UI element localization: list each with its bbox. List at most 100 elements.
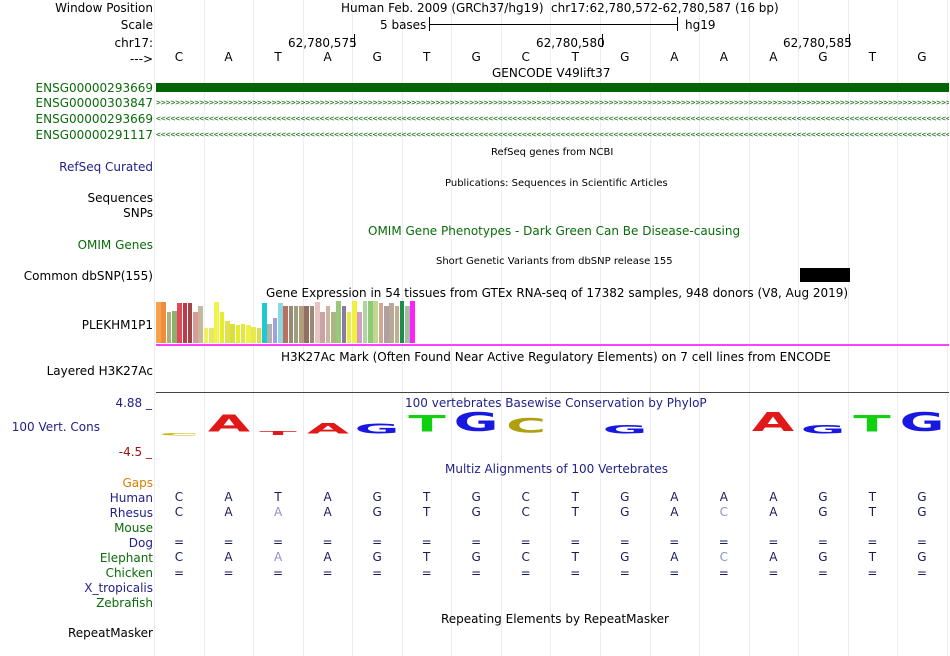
gtex-bar[interactable] (161, 302, 166, 343)
gtex-bar[interactable] (256, 328, 262, 343)
alignment-base: = (273, 566, 284, 580)
dbsnp-variant-block[interactable] (800, 268, 850, 282)
gtex-bar[interactable] (325, 306, 331, 343)
gtex-bar[interactable] (214, 302, 219, 343)
gaps-label[interactable]: Gaps (122, 476, 153, 490)
alignment-base: T (868, 505, 877, 519)
gtex-bar[interactable] (209, 328, 214, 343)
gtex-bar[interactable] (399, 301, 405, 343)
species-xtropicalis-label[interactable]: X_tropicalis (84, 581, 153, 595)
gtex-bar[interactable] (293, 306, 299, 343)
gtex-bar[interactable] (177, 303, 182, 343)
cons-label[interactable]: 100 Vert. Cons (11, 420, 100, 434)
alignment-base: A (224, 505, 233, 519)
gtex-bar[interactable] (193, 312, 198, 343)
gtex-bar[interactable] (262, 303, 267, 343)
refseq-label[interactable]: RefSeq Curated (59, 160, 153, 174)
sequence-base: G (818, 50, 828, 64)
gtex-bar[interactable] (251, 327, 257, 343)
alignment-base: G (471, 505, 481, 519)
gtex-bar[interactable] (330, 312, 336, 343)
repeatmasker-label[interactable]: RepeatMasker (67, 626, 153, 640)
alignment-base: T (868, 550, 877, 564)
species-zebrafish-label[interactable]: Zebrafish (96, 596, 153, 610)
gtex-bar[interactable] (299, 306, 304, 343)
gene-strand-reverse[interactable]: <<<<<<<<<<<<<<<<<<<<<<<<<<<<<<<<<<<<<<<<… (156, 131, 949, 138)
gtex-bar[interactable] (394, 306, 400, 343)
sequence-base: A (323, 50, 332, 64)
gtex-bar[interactable] (235, 325, 241, 343)
gtex-bar[interactable] (203, 328, 209, 343)
gtex-bar[interactable] (320, 312, 325, 343)
gtex-bar[interactable] (224, 321, 230, 343)
gtex-bar[interactable] (362, 301, 368, 343)
phylop-letter: A (306, 420, 349, 438)
species-elephant-label[interactable]: Elephant (99, 551, 153, 565)
alignment-base: A (769, 505, 778, 519)
gtex-bar[interactable] (368, 301, 373, 343)
phylop-letter: T (408, 412, 446, 438)
gtex-bar[interactable] (357, 312, 363, 343)
gtex-bar[interactable] (219, 312, 225, 343)
sequences-label[interactable]: Sequences (87, 191, 153, 205)
plekhm1p1-label[interactable]: PLEKHM1P1 (81, 318, 153, 332)
gtex-bar[interactable] (182, 303, 188, 343)
gtex-bar[interactable] (373, 301, 378, 343)
snps-label[interactable]: SNPs (123, 206, 153, 220)
gtex-bar[interactable] (336, 301, 341, 343)
phylop-letter: C (158, 432, 200, 437)
gtex-bar[interactable] (383, 306, 389, 343)
gene-label-3[interactable]: ENSG00000293669 (35, 112, 153, 126)
gtex-bar[interactable] (346, 312, 352, 343)
gtex-bar[interactable] (277, 303, 283, 343)
gtex-bar[interactable] (240, 324, 246, 343)
gtex-bar[interactable] (267, 324, 272, 343)
gtex-bar[interactable] (405, 306, 410, 343)
gtex-bar[interactable] (171, 311, 177, 343)
gtex-bar[interactable] (272, 318, 278, 343)
gencode-gene-bar[interactable] (156, 83, 949, 92)
sequence-base: G (372, 50, 382, 64)
alignment-base: = (322, 535, 333, 549)
gene-strand-reverse[interactable]: <<<<<<<<<<<<<<<<<<<<<<<<<<<<<<<<<<<<<<<<… (156, 115, 949, 122)
gtex-bar[interactable] (288, 306, 294, 343)
alignment-base: C (174, 490, 184, 504)
species-chicken-label[interactable]: Chicken (105, 566, 153, 580)
gtex-bar-chart[interactable] (156, 300, 536, 343)
gtex-bar[interactable] (410, 301, 416, 343)
species-human-label[interactable]: Human (109, 491, 153, 505)
gene-strand-forward[interactable]: >>>>>>>>>>>>>>>>>>>>>>>>>>>>>>>>>>>>>>>>… (156, 99, 949, 106)
gene-label-4[interactable]: ENSG00000291117 (35, 128, 153, 142)
gtex-bar[interactable] (198, 306, 204, 343)
gene-label-2[interactable]: ENSG00000303847 (35, 96, 153, 110)
alignment-base: = (768, 566, 779, 580)
alignment-base: = (916, 535, 927, 549)
gtex-bar[interactable] (341, 306, 347, 343)
gtex-bar[interactable] (304, 306, 310, 343)
gene-label-1[interactable]: ENSG00000293669 (35, 81, 153, 95)
gtex-bar[interactable] (187, 303, 193, 343)
alignment-base: T (422, 505, 431, 519)
alignment-base: A (769, 490, 778, 504)
gtex-bar[interactable] (246, 325, 251, 343)
omim-label[interactable]: OMIM Genes (77, 238, 153, 252)
gtex-bar[interactable] (315, 302, 320, 343)
species-dog-label[interactable]: Dog (128, 536, 153, 550)
phylop-letter: A (752, 408, 795, 438)
base-grid-line (154, 0, 155, 656)
h3k27ac-label[interactable]: Layered H3K27Ac (46, 364, 153, 378)
gtex-bar[interactable] (166, 312, 172, 343)
gtex-bar[interactable] (378, 303, 384, 343)
base-grid-line (501, 0, 502, 656)
alignment-base: = (817, 535, 828, 549)
species-mouse-label[interactable]: Mouse (114, 521, 153, 535)
gtex-bar[interactable] (309, 306, 315, 343)
alignment-base: A (323, 490, 332, 504)
gtex-bar[interactable] (352, 301, 357, 343)
dbsnp-label[interactable]: Common dbSNP(155) (23, 269, 153, 283)
gtex-bar[interactable] (156, 302, 161, 343)
species-rhesus-label[interactable]: Rhesus (109, 506, 153, 520)
gtex-bar[interactable] (283, 306, 288, 343)
gtex-bar[interactable] (389, 303, 394, 343)
gtex-bar[interactable] (230, 324, 235, 343)
